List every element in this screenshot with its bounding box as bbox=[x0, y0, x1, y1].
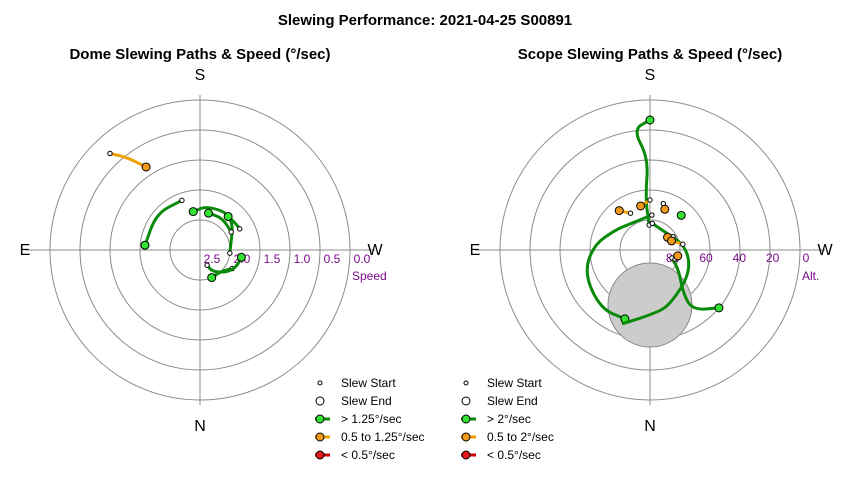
dome-legend-label: Slew End bbox=[341, 394, 392, 408]
dome-legend-start-symbol bbox=[317, 380, 323, 386]
scope-radial-tick-label: 0 bbox=[803, 251, 810, 265]
scope-slew-path bbox=[621, 221, 691, 326]
scope-slew-end-marker bbox=[614, 206, 624, 216]
dome-compass-bottom: N bbox=[194, 418, 206, 435]
scope-legend-medium-symbol bbox=[461, 432, 471, 442]
scope-legend-label: 0.5 to 2°/sec bbox=[487, 430, 554, 444]
dome-radial-tick-label: 2.5 bbox=[204, 252, 221, 266]
dome-slew-start-marker bbox=[107, 150, 113, 157]
scope-legend-label: Slew End bbox=[487, 394, 538, 408]
dome-compass-left: E bbox=[20, 242, 31, 259]
dome-slew-start-marker bbox=[204, 262, 210, 268]
dome-slew-end-marker bbox=[188, 207, 198, 217]
scope-slew-end-marker bbox=[714, 303, 724, 313]
dome-legend-slow-symbol bbox=[315, 450, 325, 460]
dome-polar-grid bbox=[25, 95, 375, 405]
dome-slew-start-marker bbox=[237, 226, 243, 232]
scope-slew-end-marker bbox=[673, 251, 683, 261]
scope-legend: Slew Start Slew End > 2°/sec 0.5 to 2°/sec <… bbox=[461, 376, 554, 462]
dome-legend-fast-symbol bbox=[315, 414, 325, 424]
dome-legend-label: < 0.5°/sec bbox=[341, 448, 395, 462]
dome-slew-end-marker bbox=[236, 252, 246, 262]
dome-legend-label: 0.5 to 1.25°/sec bbox=[341, 430, 425, 444]
dome-slew-end-marker bbox=[204, 208, 214, 218]
dome-radial-tick-label: 1.5 bbox=[264, 252, 281, 266]
scope-radial-tick-label: 60 bbox=[699, 251, 713, 265]
scope-legend-label: Slew Start bbox=[487, 376, 542, 390]
scope-compass-left: E bbox=[470, 242, 481, 259]
scope-slew-start-marker bbox=[680, 241, 686, 247]
dome-slewing-chart: Dome Slewing Paths & Speed (°/sec) S N E… bbox=[20, 46, 425, 462]
dome-legend-label: Slew Start bbox=[341, 376, 396, 390]
dome-slew-end-marker bbox=[207, 273, 217, 283]
dome-legend-end-symbol bbox=[315, 396, 325, 406]
scope-slew-end-marker bbox=[666, 236, 676, 246]
scope-chart-title: Scope Slewing Paths & Speed (°/sec) bbox=[518, 46, 782, 63]
dome-slew-end-marker bbox=[223, 211, 233, 221]
scope-slew-end-marker bbox=[676, 210, 686, 220]
dome-compass-top: S bbox=[195, 67, 206, 84]
scope-legend-end-symbol bbox=[461, 396, 471, 406]
dome-legend-medium-symbol bbox=[315, 432, 325, 442]
dome-slew-path bbox=[143, 198, 184, 247]
scope-slew-start-marker bbox=[627, 210, 634, 216]
dome-radial-tick-label: 0.0 bbox=[354, 252, 371, 266]
dome-slew-start-marker bbox=[227, 250, 233, 256]
scope-slew-end-marker bbox=[645, 115, 655, 125]
scope-slew-start-marker bbox=[649, 212, 655, 218]
scope-slew-end-marker bbox=[660, 204, 670, 214]
scope-compass-right: W bbox=[817, 242, 833, 259]
dome-legend-label: > 1.25°/sec bbox=[341, 412, 402, 426]
dome-chart-title: Dome Slewing Paths & Speed (°/sec) bbox=[69, 46, 330, 63]
dome-compass-labels: S N E W bbox=[20, 67, 384, 435]
scope-legend-label: > 2°/sec bbox=[487, 412, 531, 426]
dome-radial-tick-label: 0.5 bbox=[324, 252, 341, 266]
scope-compass-bottom: N bbox=[644, 418, 656, 435]
scope-legend-label: < 0.5°/sec bbox=[487, 448, 541, 462]
figure-title: Slewing Performance: 2021-04-25 S00891 bbox=[278, 12, 572, 29]
scope-compass-labels: S N E W bbox=[470, 67, 834, 435]
dome-radial-tick-label: 1.0 bbox=[294, 252, 311, 266]
dome-slew-start-marker bbox=[179, 197, 185, 204]
scope-slew-start-marker bbox=[649, 220, 656, 227]
scope-slew-path bbox=[585, 213, 654, 321]
scope-slew-paths bbox=[585, 115, 724, 326]
scope-radial-tick-label: 40 bbox=[733, 251, 747, 265]
scope-slew-start-marker bbox=[647, 197, 653, 203]
dome-slew-end-marker bbox=[140, 240, 150, 250]
scope-polar-grid bbox=[475, 95, 825, 405]
scope-legend-slow-symbol bbox=[461, 450, 471, 460]
scope-legend-fast-symbol bbox=[461, 414, 471, 424]
scope-slew-end-marker bbox=[636, 201, 646, 211]
scope-radial-axis-label: Alt. bbox=[802, 269, 819, 283]
scope-legend-start-symbol bbox=[463, 380, 469, 386]
dome-slew-end-marker bbox=[141, 162, 151, 172]
scope-slewing-chart: Scope Slewing Paths & Speed (°/sec) S N … bbox=[461, 46, 833, 462]
dome-slew-paths bbox=[107, 150, 246, 283]
dome-radial-axis-label: Speed bbox=[352, 269, 387, 283]
dome-compass-right: W bbox=[367, 242, 383, 259]
scope-radial-tick-label: 20 bbox=[766, 251, 780, 265]
scope-compass-top: S bbox=[645, 67, 656, 84]
dome-legend: Slew Start Slew End > 1.25°/sec 0.5 to 1.25… bbox=[315, 376, 425, 462]
dome-slew-start-marker bbox=[228, 229, 234, 235]
